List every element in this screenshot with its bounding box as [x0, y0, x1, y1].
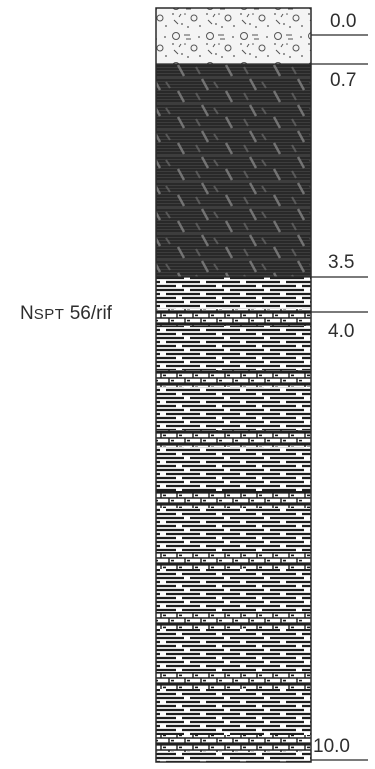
depth-label-0-0: 0.0	[330, 11, 356, 32]
spt-subscript: SPT	[33, 306, 65, 323]
spt-prefix: N	[20, 303, 34, 324]
depth-label-3-5: 3.5	[328, 252, 354, 273]
depth-label-10-0: 10.0	[313, 736, 350, 757]
layer-gravelly-sand	[156, 8, 311, 64]
limestone-bands	[156, 309, 311, 752]
spt-value: 56/rif	[69, 303, 112, 324]
spt-test-note: NSPT 56/rif	[20, 303, 112, 325]
layer-clay	[156, 277, 311, 762]
depth-ticks	[311, 34, 368, 761]
column-outline	[155, 7, 312, 763]
layer-dark-clay-silt	[156, 64, 311, 277]
depth-label-4-0: 4.0	[328, 321, 354, 342]
depth-label-0-7: 0.7	[330, 70, 356, 91]
